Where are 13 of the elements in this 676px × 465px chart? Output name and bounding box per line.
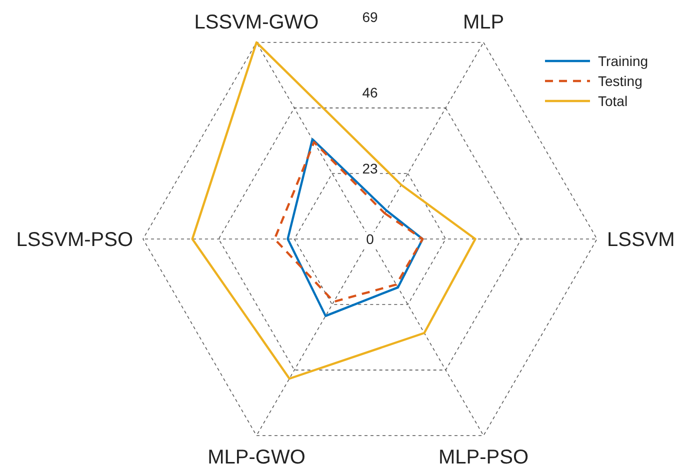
y-tick-label: 69	[362, 9, 378, 25]
spoke-label: MLP	[462, 11, 504, 34]
legend-label: Total	[598, 93, 628, 109]
spoke-label: MLP-PSO	[438, 446, 529, 465]
spoke-label: LSSVM-PSO	[16, 229, 133, 251]
spoke-label: MLP-GWO	[208, 446, 306, 465]
y-tick-label: 46	[362, 84, 378, 101]
spoke-label: LSSVM-GWO	[194, 11, 319, 34]
spoke-label: LSSVM	[607, 229, 675, 251]
y-tick-label: 23	[362, 160, 378, 176]
legend-label: Training	[598, 53, 648, 69]
y-tick-label: 0	[366, 231, 374, 247]
legend-label: Testing	[598, 73, 642, 89]
